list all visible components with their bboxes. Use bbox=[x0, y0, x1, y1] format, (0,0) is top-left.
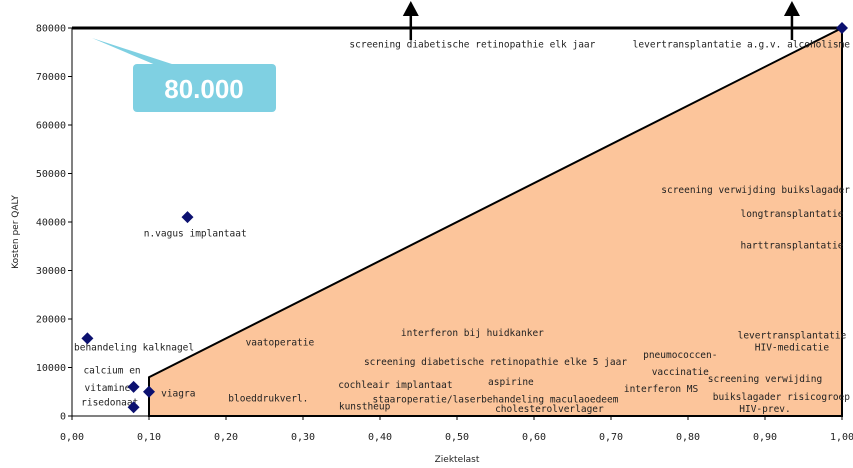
y-tick-label: 80000 bbox=[36, 24, 66, 35]
data-points bbox=[81, 22, 848, 414]
callout: 80.000 bbox=[92, 38, 276, 112]
data-point bbox=[836, 22, 848, 34]
y-tick-label: 70000 bbox=[36, 72, 66, 83]
point-label: vaatoperatie bbox=[246, 338, 315, 349]
x-tick-label: 0,60 bbox=[522, 432, 546, 443]
point-label: longtransplantatie bbox=[740, 209, 843, 220]
x-tick-label: 0,70 bbox=[599, 432, 623, 443]
point-label: HIV-prev. bbox=[739, 404, 790, 415]
point-labels: screening diabetische retinopathie elk j… bbox=[74, 39, 850, 415]
x-tick-label: 0,10 bbox=[137, 432, 161, 443]
x-tick-label: 0,50 bbox=[445, 432, 469, 443]
point-label: harttransplantatie bbox=[740, 241, 843, 252]
point-label: cochleair implantaat bbox=[338, 380, 452, 391]
arrow-head bbox=[402, 1, 419, 16]
data-point bbox=[143, 385, 155, 398]
point-label: HIV-medicatie bbox=[755, 343, 830, 354]
y-tick-label: 40000 bbox=[36, 218, 66, 229]
point-label: screening verwijding bbox=[708, 374, 822, 385]
point-label: viagra bbox=[161, 389, 195, 400]
point-label: screening verwijding buikslagader bbox=[661, 185, 850, 196]
data-point bbox=[127, 401, 140, 414]
point-label: risedonaat bbox=[81, 397, 138, 408]
callout-box bbox=[133, 64, 276, 112]
y-axis-title: Kosten per QALY bbox=[11, 195, 21, 269]
point-label: cholesterolverlager bbox=[495, 404, 604, 415]
point-label: behandeling kalknagel bbox=[74, 343, 194, 354]
data-point bbox=[127, 380, 140, 393]
point-label: vitamine bbox=[85, 383, 131, 394]
y-tick-label: 50000 bbox=[36, 169, 66, 180]
arrow-head bbox=[783, 1, 800, 16]
callout-pointer bbox=[92, 38, 178, 66]
x-tick-label: 0,00 bbox=[60, 432, 84, 443]
point-label: levertransplantatie a.g.v. alcoholisme bbox=[633, 39, 851, 50]
point-label: interferon bij huidkanker bbox=[401, 328, 544, 339]
y-tick-label: 30000 bbox=[36, 266, 66, 277]
y-tick-label: 10000 bbox=[36, 363, 66, 374]
point-label: levertransplantatie bbox=[738, 330, 847, 341]
point-label: staaroperatie/laserbehandeling maculaoed… bbox=[373, 394, 619, 405]
x-tick-label: 0,20 bbox=[214, 432, 238, 443]
point-label: screening diabetische retinopathie elk j… bbox=[349, 39, 595, 50]
point-label: calcium en bbox=[83, 365, 140, 376]
point-label: buikslagader risicogroep bbox=[713, 392, 851, 403]
x-tick-label: 0,80 bbox=[676, 432, 700, 443]
x-tick-label: 0,90 bbox=[753, 432, 777, 443]
data-point bbox=[181, 211, 194, 224]
point-label: pneumococcen- bbox=[643, 350, 717, 361]
callout-label: 80.000 bbox=[164, 74, 244, 104]
y-tick-label: 0 bbox=[60, 412, 66, 423]
point-label: bloeddrukverl. bbox=[228, 393, 308, 404]
data-point bbox=[81, 332, 94, 345]
y-tick-label: 60000 bbox=[36, 121, 66, 132]
tick-labels: 0,00 0,10 0,20 0,30 0,40 0,50 0,60 0,70 0,80 0,90… bbox=[36, 24, 853, 444]
y-tick-label: 20000 bbox=[36, 315, 66, 326]
x-tick-label: 1,00 bbox=[830, 432, 853, 443]
point-label: kunstheup bbox=[339, 402, 391, 413]
point-label: vaccinatie bbox=[652, 367, 709, 378]
x-tick-label: 0,40 bbox=[368, 432, 392, 443]
point-label: n.vagus implantaat bbox=[144, 229, 247, 240]
x-axis-title: Ziektelast bbox=[435, 455, 480, 465]
x-tick-label: 0,30 bbox=[291, 432, 315, 443]
point-label: screening diabetische retinopathie elke … bbox=[364, 357, 627, 368]
point-label: interferon MS bbox=[624, 384, 699, 395]
point-label: aspirine bbox=[488, 377, 534, 388]
arrows bbox=[402, 1, 800, 40]
